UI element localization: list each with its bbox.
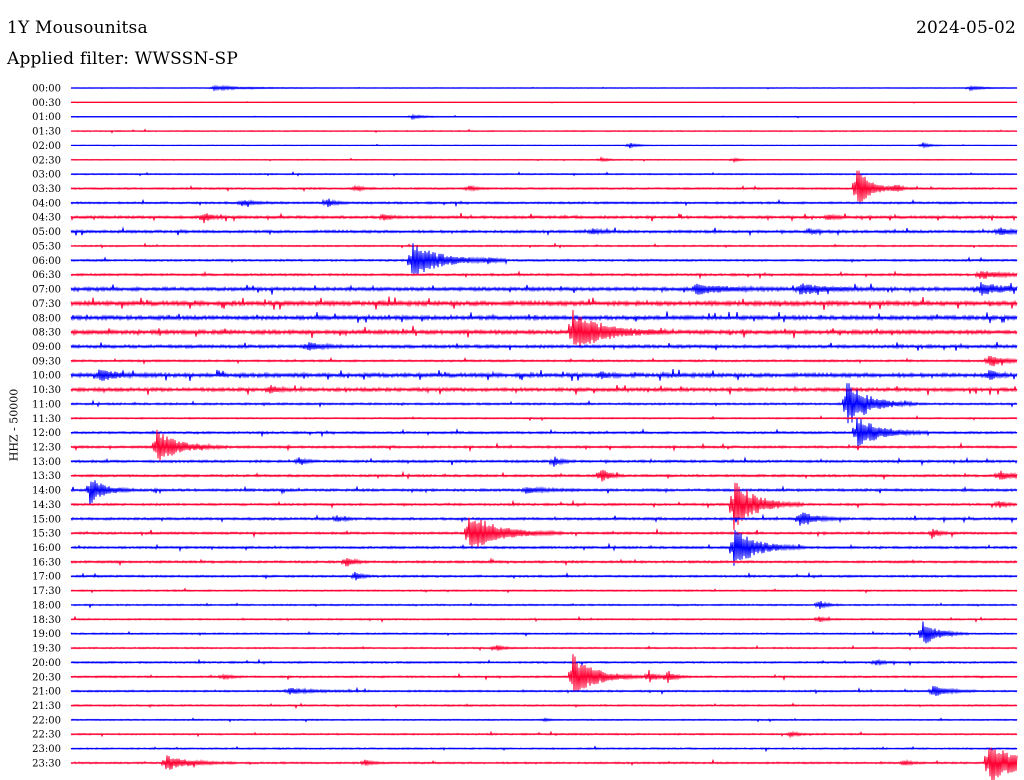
- time-tick-label: 16:00: [32, 543, 61, 554]
- time-tick-label: 19:30: [32, 644, 61, 655]
- time-tick-label: 09:00: [32, 342, 61, 353]
- date-label: 2024-05-02: [915, 18, 1016, 38]
- trace-row-1900: [70, 621, 1018, 644]
- time-tick-label: 08:00: [32, 313, 61, 324]
- trace-row-0330: [70, 170, 1018, 203]
- time-tick-label: 05:00: [32, 227, 61, 238]
- time-tick-label: 15:00: [32, 514, 61, 525]
- trace-row-2030: [70, 654, 1018, 693]
- time-tick-label: 07:30: [32, 299, 61, 310]
- time-tick-label: 23:00: [32, 744, 61, 755]
- time-tick-label: 04:00: [32, 198, 61, 209]
- time-tick-label: 08:30: [32, 328, 61, 339]
- trace-row-2330: [70, 747, 1018, 780]
- time-tick-label: 01:00: [32, 112, 61, 123]
- time-tick-label: 12:00: [32, 428, 61, 439]
- time-tick-label: 13:30: [32, 471, 61, 482]
- time-tick-label: 22:00: [32, 715, 61, 726]
- time-tick-label: 22:30: [32, 730, 61, 741]
- time-tick-label: 09:30: [32, 356, 61, 367]
- time-tick-label: 02:30: [32, 155, 61, 166]
- time-tick-label: 16:30: [32, 557, 61, 568]
- trace-row-1530: [70, 517, 1018, 547]
- time-tick-label: 12:30: [32, 443, 61, 454]
- time-tick-label: 10:00: [32, 371, 61, 382]
- time-tick-label: 00:30: [32, 98, 61, 109]
- time-tick-label: 04:30: [32, 213, 61, 224]
- time-tick-label: 21:30: [32, 701, 61, 712]
- time-tick-label: 03:00: [32, 170, 61, 181]
- time-tick-label: 20:30: [32, 672, 61, 683]
- time-tick-label: 18:00: [32, 600, 61, 611]
- time-tick-label: 11:00: [32, 399, 61, 410]
- time-tick-label: 02:00: [32, 141, 61, 152]
- time-tick-label: 17:30: [32, 586, 61, 597]
- time-tick-label: 23:30: [32, 758, 61, 769]
- trace-row-0600: [70, 243, 1018, 274]
- time-tick-label: 00:00: [32, 84, 61, 95]
- time-tick-label: 18:30: [32, 615, 61, 626]
- time-tick-label: 06:00: [32, 256, 61, 267]
- time-tick-label: 01:30: [32, 127, 61, 138]
- time-tick-label: 17:00: [32, 572, 61, 583]
- time-tick-label: 20:00: [32, 658, 61, 669]
- trace-row-0430: [70, 212, 1018, 224]
- time-tick-label: 21:00: [32, 687, 61, 698]
- time-tick-label: 15:30: [32, 529, 61, 540]
- time-tick-label: 05:30: [32, 241, 61, 252]
- time-tick-label: 07:00: [32, 285, 61, 296]
- time-tick-label: 10:30: [32, 385, 61, 396]
- time-tick-label: 19:00: [32, 629, 61, 640]
- time-tick-label: 14:00: [32, 486, 61, 497]
- time-tick-label: 06:30: [32, 270, 61, 281]
- time-tick-label: 13:00: [32, 457, 61, 468]
- trace-row-1400: [70, 480, 1018, 505]
- time-tick-label: 11:30: [32, 414, 61, 425]
- time-tick-label: 14:30: [32, 500, 61, 511]
- station-title: 1Y Mousounitsa: [7, 18, 148, 38]
- time-tick-label: 03:30: [32, 184, 61, 195]
- filter-label: Applied filter: WWSSN-SP: [7, 49, 239, 69]
